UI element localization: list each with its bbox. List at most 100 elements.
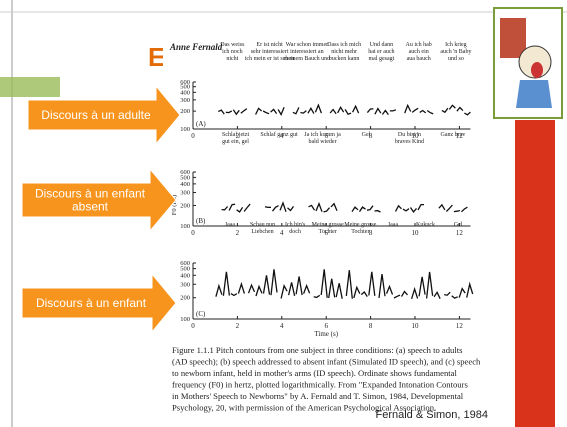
phrase: Schlaf jetzt [222,131,249,138]
red-bar [515,120,555,427]
pitch-contour [438,203,468,213]
pitch-contour [221,203,251,213]
x-tick-label: 10 [412,322,420,330]
phrase: sehr interessiert [251,49,289,55]
phrase: Er ist nicht [256,42,283,48]
phrase: Ja ich komm ja [304,132,341,138]
green-band [0,77,60,97]
phrase: Meine grosse [312,222,344,228]
x-axis-label: Time (s) [314,330,338,338]
x-tick-label: 12 [456,322,464,330]
phrase: meinem Bauch und [284,56,331,62]
x-tick-label: 10 [412,132,420,140]
phrase: Schlaf ganz gut [260,131,298,138]
phrase: Dass ich mich [327,42,361,48]
cartoon-wall [500,18,526,58]
arrow [27,84,181,146]
phrase: Tochter [351,229,369,235]
phrase: mal gesagt [368,56,394,62]
pitch-contour [441,104,471,116]
pitch-contour [218,108,248,116]
pitch-contour [366,107,397,115]
arrows: Discours à un adulte Discours à un enfant… [21,84,181,334]
x-tick-label: 10 [412,229,420,237]
phrase: auch ein [409,49,429,55]
pitch-contour [345,270,376,299]
phrase: nicht mehr [331,49,357,55]
y-axis-label: F0 (Hz) [171,195,178,215]
caption-line: (AD speech); (b) speech addressed to abs… [172,357,481,367]
x-tick-label: 0 [191,132,195,140]
x-tick-label: 2 [236,322,240,330]
citation: Fernald & Simon, 1984 [375,409,488,421]
y-tick-label: 300 [180,281,190,288]
y-tick-label: 600 [180,260,190,267]
phrase: Ganz brav [441,132,466,138]
arrow-label: Discours à un adulte [41,108,151,122]
phrase: bald wieder [308,139,336,145]
cartoon [493,7,563,119]
phrase: Jaaa [388,222,399,228]
panel-label: (C) [196,310,206,318]
x-tick-label: 4 [280,229,284,237]
x-tick-label: 8 [369,322,373,330]
pitch-contour [255,106,285,116]
x-tick-label: 6 [324,322,328,330]
phrase: Ich krieg [445,42,467,48]
pitch-contour [308,201,338,213]
pitch-contour [215,271,246,297]
y-tick-label: 100 [180,126,190,133]
phrase: Jaaa [225,222,236,228]
caption-line: Psychology, 20, with permission of the A… [172,403,436,413]
y-tick-label: 100 [180,316,190,323]
phrase: braves Kind [395,139,424,145]
pitch-contour [280,276,311,299]
x-tick-label: 6 [324,229,328,237]
caption-line: Figure 1.1.1 Pitch contours from one sub… [172,345,463,355]
y-tick-label: 500 [180,174,190,181]
panel-label: (A) [196,120,206,128]
phrase: gut ein, gel [222,139,249,145]
figure-scan [163,22,483,427]
phrase: Tochter [319,229,337,235]
arrow [21,272,177,334]
x-tick-label: 2 [236,132,240,140]
phrase: Und dann [370,42,394,48]
pitch-contour [444,281,474,299]
x-tick-label: 12 [456,229,464,237]
x-tick-label: 8 [369,132,373,140]
y-tick-label: 300 [180,97,190,104]
phrase: und so [448,56,464,62]
arrow [21,167,177,233]
y-tick-label: 200 [180,108,190,115]
title-fragment: E [148,42,165,72]
pitch-contour [264,201,295,213]
pitch-contour [313,269,343,299]
pitch-contour [351,205,381,213]
phrase: nicht [226,56,238,62]
pitch-contour [247,269,278,297]
phrase: hat er auch [368,49,394,55]
arrow-label: absent [72,200,109,214]
phrase: Kukuck [416,222,435,228]
pitch-contour [404,103,434,115]
pitch-contour [292,103,323,115]
x-tick-label: 12 [456,132,464,140]
x-tick-label: 0 [191,322,195,330]
y-tick-label: 500 [180,84,190,91]
x-tick-label: 4 [280,322,284,330]
phrase: Liebchen [251,229,273,235]
phrase: bucken kann [329,56,360,62]
phrase: Gel [362,132,371,138]
phrase: Gel [454,222,463,228]
phrase: ich noch [222,49,243,55]
phrase: Ich bin's [285,222,306,228]
caption-line: in Mothers' Speech to Newborns" by A. Fe… [172,391,464,401]
y-tick-label: 400 [180,181,190,188]
phrase: interessiert an [290,49,324,55]
arrow-label: Discours à un enfant [36,296,147,310]
cartoon-mouth [531,62,543,78]
pitch-contour [394,203,424,213]
